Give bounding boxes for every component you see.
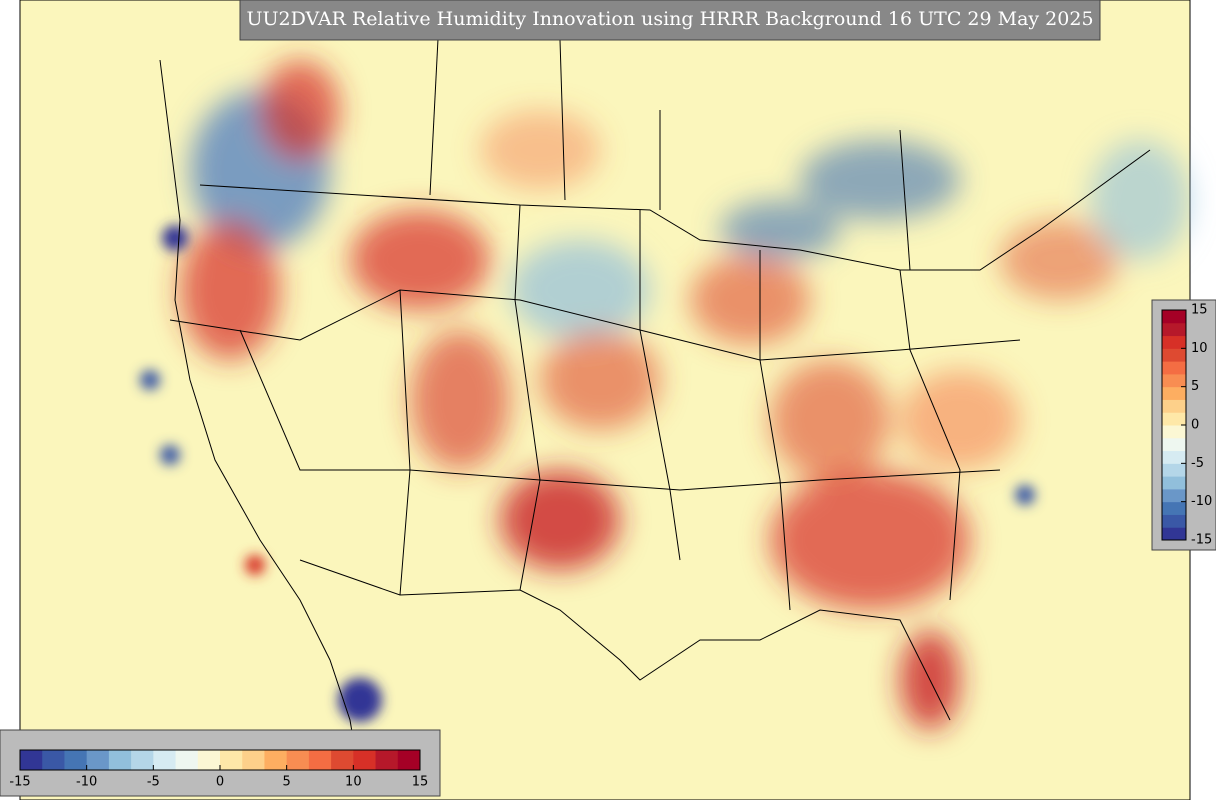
colorbar-step bbox=[1162, 412, 1186, 426]
colorbar-tick-label: -15 bbox=[9, 775, 30, 790]
map-title: UU2DVAR Relative Humidity Innovation usi… bbox=[246, 8, 1093, 30]
colorbar-step bbox=[1162, 488, 1186, 503]
colorbar-step bbox=[1162, 373, 1186, 388]
colorbar-step bbox=[131, 750, 154, 770]
colorbar-tick-label: -10 bbox=[76, 775, 97, 790]
colorbar-tick-label: 15 bbox=[1191, 303, 1208, 318]
colorbar-step bbox=[353, 750, 377, 770]
colorbar-step bbox=[264, 750, 288, 770]
field bbox=[180, 60, 1190, 730]
colorbar-tick-label: 15 bbox=[412, 775, 429, 790]
colorbar-step bbox=[1162, 463, 1186, 477]
colorbar-step bbox=[175, 750, 199, 770]
colorbar-step bbox=[108, 750, 132, 770]
colorbar-step bbox=[1162, 527, 1186, 541]
colorbar-tick-label: 5 bbox=[1191, 379, 1199, 394]
colorbar-step bbox=[220, 750, 243, 770]
colorbar-tick-label: 10 bbox=[345, 775, 362, 790]
colorbar-step bbox=[1162, 361, 1186, 375]
colorbar-step bbox=[1162, 450, 1186, 464]
colorbar-tick-label: 0 bbox=[216, 775, 224, 790]
colorbar-step bbox=[286, 750, 310, 770]
colorbar-step bbox=[308, 750, 332, 770]
colorbar-tick-label: 10 bbox=[1191, 341, 1208, 356]
colorbar-step bbox=[331, 750, 354, 770]
ocean-features bbox=[140, 225, 1035, 722]
colorbar-step bbox=[1162, 514, 1186, 528]
colorbar-step bbox=[1162, 322, 1186, 337]
colorbar-tick-label: -5 bbox=[1191, 456, 1204, 471]
colorbar-tick-label: -15 bbox=[1191, 533, 1212, 548]
boundaries bbox=[159, 0, 1151, 781]
colorbar-step bbox=[375, 750, 399, 770]
colorbar-step bbox=[153, 750, 177, 770]
colorbar-step bbox=[1162, 501, 1186, 515]
colorbar-step bbox=[42, 750, 65, 770]
colorbar-step bbox=[1162, 348, 1186, 362]
colorbar-step bbox=[197, 750, 221, 770]
colorbar-tick-label: 5 bbox=[283, 775, 291, 790]
colorbar-step bbox=[1162, 425, 1186, 439]
colorbar-step bbox=[1162, 335, 1186, 349]
colorbar-step bbox=[20, 750, 43, 770]
colorbar-tick-label: -10 bbox=[1191, 494, 1212, 509]
title-box: UU2DVAR Relative Humidity Innovation usi… bbox=[239, 0, 1101, 41]
colorbar-step bbox=[1162, 399, 1186, 413]
vertical-colorbar: -15 -10 -5 0 5 10 15 bbox=[1151, 299, 1216, 551]
colorbar-step bbox=[242, 750, 265, 770]
colorbar-step bbox=[1162, 476, 1186, 490]
title-background bbox=[239, 0, 1101, 41]
horizontal-colorbar: -15 -10 -5 0 5 10 15 bbox=[0, 729, 441, 797]
colorbar-tick-label: -5 bbox=[147, 775, 160, 790]
colorbar-step bbox=[397, 750, 421, 770]
colorbar-step bbox=[1162, 310, 1186, 324]
colorbar-tick-label: 0 bbox=[1191, 418, 1199, 433]
colorbar-step bbox=[86, 750, 110, 770]
colorbar-step bbox=[1162, 437, 1186, 452]
map bbox=[19, 0, 1191, 800]
colorbar-step bbox=[1162, 386, 1186, 400]
colorbar-step bbox=[64, 750, 88, 770]
